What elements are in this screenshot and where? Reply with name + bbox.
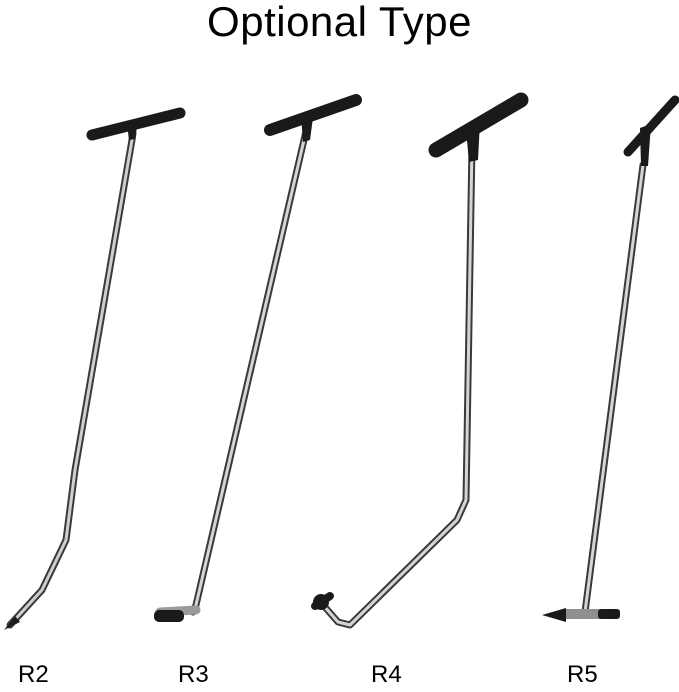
- t-handle-r5: [623, 95, 679, 157]
- tip-r3: [154, 610, 184, 622]
- rod-r5: [542, 95, 679, 622]
- tool-label-r2: R2: [18, 661, 49, 688]
- tool-label-r4: R4: [371, 661, 402, 688]
- rod-r3: [154, 94, 362, 622]
- rod-r2: [4, 107, 186, 630]
- foot-r5: [598, 609, 620, 619]
- tool-label-r5: R5: [567, 661, 598, 688]
- tool-label-r3: R3: [178, 661, 209, 688]
- page-title: Optional Type: [207, 0, 472, 45]
- rod-r4: [311, 92, 529, 629]
